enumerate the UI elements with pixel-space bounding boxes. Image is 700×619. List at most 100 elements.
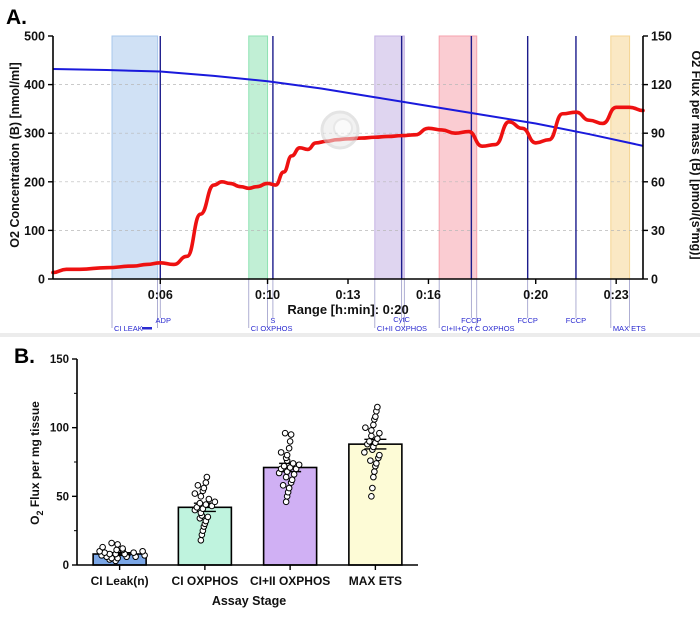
- data-point: [108, 539, 115, 547]
- y-tick-label: 100: [50, 423, 69, 435]
- data-point: [368, 427, 375, 434]
- data-point: [366, 438, 373, 445]
- concentration-line: [52, 68, 644, 147]
- data-point: [367, 457, 374, 464]
- phase-regions: [111, 35, 631, 328]
- data-point: [99, 543, 106, 551]
- y-axis-label-right: O2 Flux per mass (B) [pmol/(s*mg)]: [689, 50, 700, 259]
- y-tick-label-right: 60: [651, 175, 665, 189]
- event-label: S: [270, 316, 275, 325]
- x-tick-label: 0:16: [416, 288, 441, 302]
- phase-region: [374, 35, 405, 280]
- event-label: FCCP: [461, 316, 481, 325]
- y-axis-label: O2 Flux per mg tissue: [28, 401, 45, 525]
- data-point: [282, 473, 290, 481]
- y-tick-label-left: 0: [38, 273, 45, 287]
- y-tick-label-right: 90: [651, 127, 665, 141]
- y-tick-label-left: 200: [24, 175, 45, 189]
- data-point: [204, 513, 212, 521]
- data-point: [114, 541, 121, 548]
- data-point: [194, 482, 202, 489]
- data-point: [119, 545, 126, 552]
- panel-a-chart: A. 0 100 200 300 400 500 0 30 60 90 120 150 0:06 0:10…: [6, 6, 700, 333]
- data-point: [289, 460, 297, 467]
- data-point: [374, 403, 381, 411]
- data-point: [205, 495, 213, 503]
- phase-region: [111, 35, 159, 280]
- data-point: [130, 549, 137, 556]
- y-tick-label-left: 500: [24, 30, 45, 44]
- data-point: [202, 501, 210, 508]
- panel-b-label: B.: [14, 345, 35, 368]
- axes: CI Leak(n) CI OXPHOS CI+II OXPHOS MAX ETS 0 5…: [50, 354, 418, 588]
- marker-labels: ADP S CytC FCCP FCCP FCCP CI LEAK CI OXPHOS CI+I…: [114, 315, 646, 333]
- y-axis-label-left: O2 Concentration (B) [nmol/ml]: [8, 62, 22, 247]
- y-tick-label-left: 300: [24, 127, 45, 141]
- panel-separator: [0, 333, 700, 337]
- x-tick-label: 0:13: [335, 288, 360, 302]
- y-tick-label-left: 100: [24, 224, 45, 238]
- data-point: [287, 431, 295, 438]
- bar: [262, 466, 318, 566]
- data-point: [139, 547, 146, 555]
- data-point: [113, 546, 120, 554]
- y-tick-label: 150: [50, 354, 69, 366]
- tick-labels: 0 100 200 300 400 500 0 30 60 90 120 150 0:06 0:10 0:1…: [24, 30, 672, 303]
- data-point: [281, 429, 289, 437]
- bars: [92, 438, 403, 566]
- data-point: [370, 473, 377, 481]
- data-point: [277, 449, 285, 456]
- data-point: [283, 451, 291, 459]
- data-point: [197, 536, 205, 544]
- data-point: [295, 461, 303, 469]
- data-point: [286, 438, 294, 445]
- data-points: [96, 403, 383, 565]
- region-label: CI+II OXPHOS: [377, 324, 427, 333]
- phase-region: [610, 35, 631, 280]
- data-point: [361, 449, 368, 456]
- data-point: [285, 484, 293, 492]
- data-point: [376, 451, 383, 459]
- y-tick-label-right: 150: [651, 30, 672, 44]
- data-point: [280, 462, 288, 470]
- x-tick-label: CI OXPHOS: [172, 574, 239, 588]
- data-point: [197, 493, 205, 500]
- watermark-logo: [320, 110, 360, 150]
- x-tick-label: 0:10: [255, 288, 280, 302]
- data-point: [285, 444, 293, 452]
- x-tick-label: 0:20: [523, 288, 548, 302]
- data-point: [368, 432, 375, 440]
- data-point: [282, 498, 290, 506]
- event-label: FCCP: [566, 316, 586, 325]
- y-tick-label-right: 0: [651, 273, 658, 287]
- region-label: CI+II+Cyt C OXPHOS: [441, 324, 514, 333]
- event-label: ADP: [156, 316, 171, 325]
- data-point: [203, 473, 211, 481]
- region-label: CI OXPHOS: [251, 324, 293, 333]
- y-tick-label-right: 120: [651, 78, 672, 92]
- data-point: [373, 460, 380, 467]
- region-label: CI LEAK: [114, 324, 143, 333]
- phase-region: [248, 35, 269, 280]
- selection-marker: [142, 327, 152, 330]
- data-point: [376, 429, 383, 437]
- y-tick-label-right: 30: [651, 224, 665, 238]
- data-point: [370, 421, 377, 429]
- panel-a-label: A.: [6, 6, 27, 29]
- data-point: [368, 493, 375, 500]
- data-point: [374, 435, 381, 442]
- axes: [48, 35, 648, 284]
- x-tick-label: 0:23: [604, 288, 629, 302]
- data-point: [191, 490, 199, 497]
- x-axis-label: Range [h:min]: 0:20: [287, 302, 408, 317]
- y-tick-label-left: 400: [24, 78, 45, 92]
- region-label: MAX ETS: [613, 324, 646, 333]
- x-tick-label: 0:06: [148, 288, 173, 302]
- event-label: CytC: [393, 315, 410, 324]
- data-point: [372, 413, 379, 420]
- data-point: [371, 468, 378, 475]
- x-tick-label: CI+II OXPHOS: [250, 574, 330, 588]
- data-point: [290, 471, 298, 478]
- x-tick-label: MAX ETS: [349, 574, 402, 588]
